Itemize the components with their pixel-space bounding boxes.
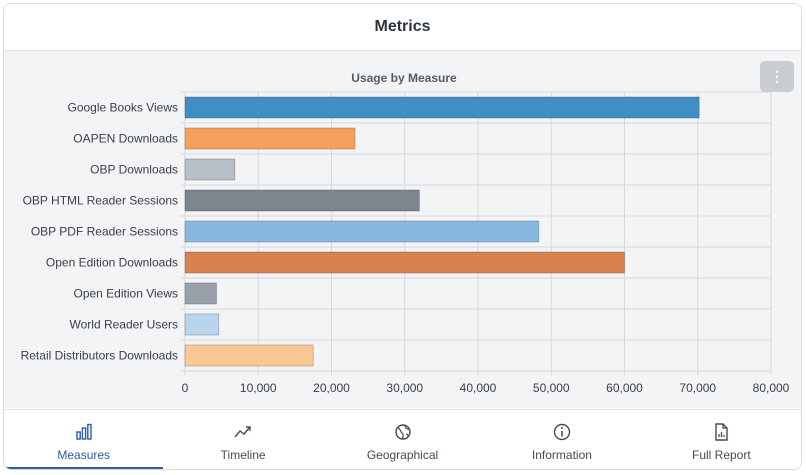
card-title: Metrics bbox=[374, 18, 431, 35]
category-label: Open Edition Views bbox=[73, 287, 178, 301]
bar bbox=[184, 127, 356, 150]
kebab-menu-icon: ⋮ bbox=[770, 68, 784, 84]
tab-label: Timeline bbox=[220, 448, 266, 462]
category-label: World Reader Users bbox=[70, 318, 178, 332]
x-tick-label: 40,000 bbox=[460, 381, 497, 395]
bar bbox=[184, 282, 217, 305]
x-tick-label: 70,000 bbox=[679, 381, 716, 395]
globe-icon bbox=[394, 424, 411, 440]
category-label: OAPEN Downloads bbox=[73, 132, 178, 146]
report-icon bbox=[715, 423, 729, 441]
tab-measures[interactable]: Measures bbox=[4, 410, 164, 469]
tab-information[interactable]: Information bbox=[482, 410, 641, 469]
bar bbox=[184, 220, 540, 243]
bar bbox=[184, 313, 220, 336]
tab-label: Information bbox=[531, 448, 592, 462]
bar bbox=[184, 189, 420, 212]
x-tick-label: 80,000 bbox=[753, 381, 790, 395]
bar bbox=[184, 96, 700, 119]
tab-label: Full Report bbox=[691, 448, 751, 462]
category-label: OBP Downloads bbox=[90, 163, 178, 177]
tab-geographical[interactable]: Geographical bbox=[323, 410, 482, 469]
x-tick-label: 0 bbox=[182, 381, 189, 395]
category-label: OBP HTML Reader Sessions bbox=[23, 194, 178, 208]
card-header: Metrics bbox=[4, 4, 801, 51]
trend-icon bbox=[234, 426, 251, 438]
bar-chart-icon bbox=[76, 423, 92, 440]
category-label: Google Books Views bbox=[67, 101, 178, 115]
usage-bar-chart: Usage by Measure Google Books Views OAPEN … bbox=[21, 71, 790, 395]
info-icon bbox=[553, 423, 571, 441]
x-tick-label: 10,000 bbox=[240, 381, 277, 395]
tab-timeline[interactable]: Timeline bbox=[163, 410, 322, 469]
tab-full-report[interactable]: Full Report bbox=[642, 410, 801, 469]
bar bbox=[184, 251, 625, 274]
chart-menu-button[interactable]: ⋮ bbox=[760, 61, 794, 92]
bar bbox=[184, 344, 314, 367]
tab-label: Measures bbox=[57, 448, 111, 462]
category-label: Open Edition Downloads bbox=[46, 256, 178, 270]
bar bbox=[184, 158, 236, 181]
metrics-card: Metrics Usage by Measure Google Books Vie… bbox=[3, 3, 802, 470]
x-tick-label: 50,000 bbox=[533, 381, 570, 395]
chart-area: Usage by Measure Google Books Views OAPEN … bbox=[4, 51, 801, 408]
x-tick-label: 30,000 bbox=[386, 381, 423, 395]
x-tick-label: 60,000 bbox=[606, 381, 643, 395]
x-tick-label: 20,000 bbox=[313, 381, 350, 395]
category-label: OBP PDF Reader Sessions bbox=[31, 225, 178, 239]
bottom-tab-bar: Measures Timeline Geographical bbox=[4, 409, 801, 469]
category-label: Retail Distributors Downloads bbox=[21, 349, 178, 363]
tab-label: Geographical bbox=[366, 448, 439, 462]
chart-title: Usage by Measure bbox=[351, 71, 457, 85]
